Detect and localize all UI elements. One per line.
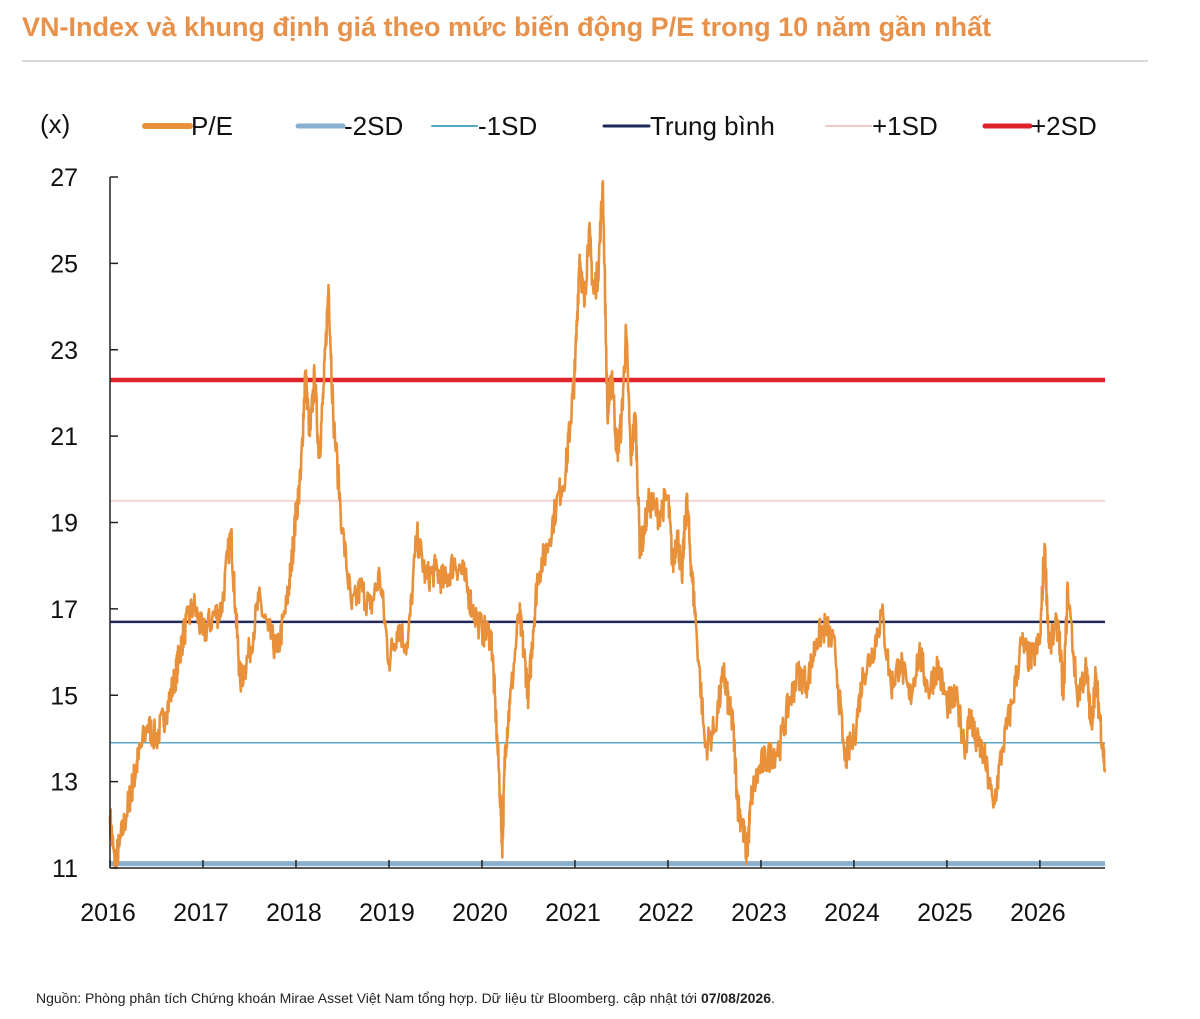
legend-label: Trung bình [650,111,775,141]
y-tick-label: 17 [50,596,78,624]
axes: 11 13 15 17 19 21 23 25 27 2016 2017 2018 2019 2020 20… [50,164,1105,927]
y-tick-label: 19 [50,510,78,538]
y-tick-label: 15 [50,682,78,710]
chart-title: VN-Index và khung định giá theo mức biến… [22,12,992,42]
x-tick-label: 2017 [173,899,229,927]
x-tick-label: 2022 [638,899,694,927]
x-tick-label: 2016 [80,899,136,927]
sd-band-lines [110,377,1105,867]
legend-label: -1SD [478,111,537,141]
x-tick-label: 2018 [266,899,322,927]
x-tick-label: 2025 [917,899,973,927]
x-tick-label: 2023 [731,899,787,927]
x-tick-label: 2026 [1010,899,1066,927]
source-note: Nguồn: Phòng phân tích Chứng khoán Mirae… [36,990,775,1006]
source-date: 07/08/2026 [700,990,772,1006]
source-text: Nguồn: Phòng phân tích Chứng khoán Mirae… [36,990,701,1006]
source-suffix: . [771,990,775,1006]
y-tick-label: 27 [50,164,78,192]
legend-label: +1SD [872,111,938,141]
y-tick-label: 13 [50,769,78,797]
title-divider [22,60,1148,62]
x-tick-label: 2024 [824,899,880,927]
pe-series-line [108,180,1107,870]
legend: P/E -2SD -1SD Trung bình +1SD +2SD [142,111,1097,141]
legend-label: P/E [191,111,233,141]
y-tick-label: 11 [52,855,78,883]
y-tick-label: 21 [50,423,78,451]
legend-label: +2SD [1031,111,1097,141]
legend-label: -2SD [344,111,403,141]
x-tick-label: 2020 [452,899,508,927]
y-tick-label: 23 [50,337,78,365]
pe-series-layer [108,180,1107,870]
x-tick-label: 2021 [545,899,601,927]
pe-band-chart: (x) P/E -2SD -1SD Trung bình +1SD +2SD 11 13 15… [40,109,1107,927]
x-tick-label: 2019 [359,899,415,927]
y-unit-label: (x) [40,109,70,139]
y-tick-label: 25 [50,250,78,278]
